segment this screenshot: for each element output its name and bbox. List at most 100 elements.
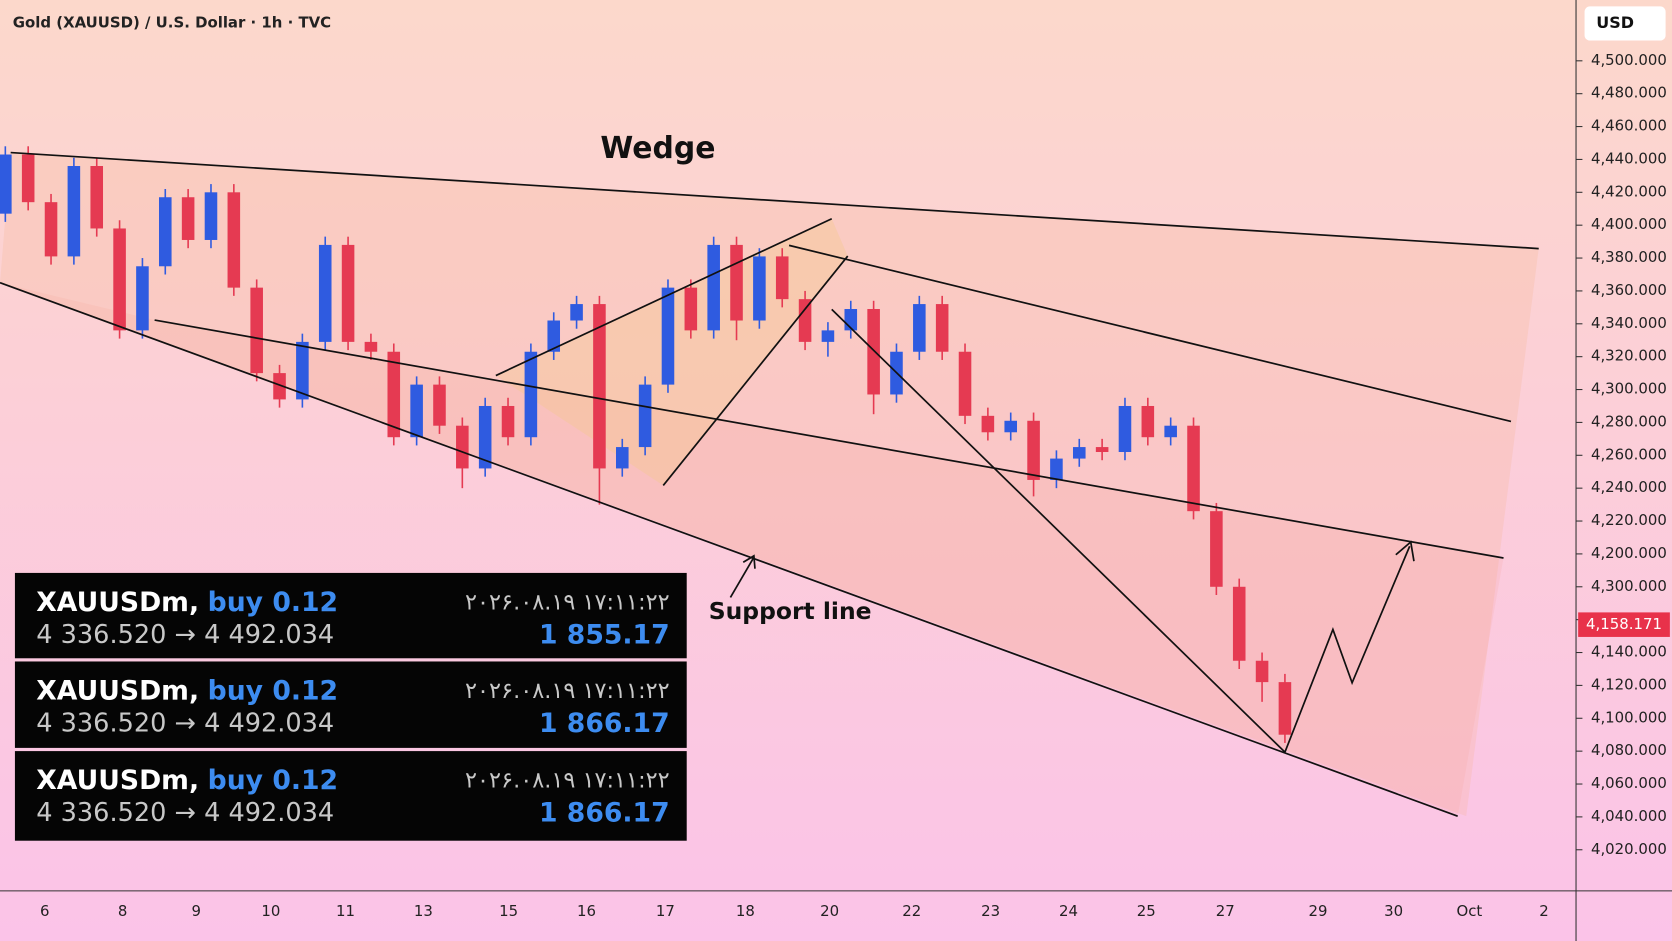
x-tick-label: 11 [336,902,355,920]
candle-body [981,415,995,433]
candle-body [1050,458,1063,480]
candle-body [1118,405,1132,453]
x-tick-label: 13 [414,902,433,920]
candle-body [1255,660,1269,683]
candle-body [1027,420,1040,480]
support-arrow [729,558,754,598]
trade-box [14,751,687,841]
x-tick-label: 9 [191,902,200,920]
y-tick-label: 4,040.000 [1591,807,1667,825]
trade-box [14,572,687,659]
trade-side: buy 0.12 [208,675,338,706]
price-axis: 4,500.000 4,480.000 4,460.000 4,440.000 4,42… [40,51,1667,920]
currency-box [1584,6,1666,41]
y-tick-label: 4,380.000 [1591,248,1667,266]
candle-body [1004,420,1018,433]
candle-body [958,351,972,416]
candle-body [273,373,286,400]
trade-side: buy 0.12 [208,764,338,795]
candle-body [707,244,720,331]
candle-body [1141,405,1155,438]
symbol-header: Gold (XAUUSD) / U.S. Dollar · 1h · TVC [13,13,331,31]
x-tick-label: 24 [1059,902,1078,920]
candle-body [296,341,309,400]
x-tick-label: Oct [1456,902,1482,920]
currency: USD [1596,13,1634,32]
y-tick-label: 4,340.000 [1591,314,1667,332]
candle-body [136,266,149,331]
x-tick-label: 15 [499,902,518,920]
x-tick-label: 25 [1137,902,1156,920]
candle-body [661,287,675,385]
support-line [0,281,1458,817]
y-tick-label: 4,420.000 [1591,182,1667,200]
candle-body [158,197,172,267]
y-tick-label: 4,500.000 [1591,51,1667,69]
y-tick-label: 4,440.000 [1591,149,1667,167]
y-tick-label: 4,200.000 [1591,544,1667,562]
candle-body [1095,447,1109,453]
x-tick-label: 27 [1216,902,1235,920]
x-tick-label: 18 [736,902,755,920]
trade-title: XAUUSDm, buy 0.12 [36,675,338,706]
candle-body [1072,447,1086,459]
candle-body [387,351,401,438]
wedge-top-line [10,151,1539,250]
candle-body [913,304,926,352]
trade-symbol: XAUUSDm, [36,764,199,795]
candle-body [433,384,446,426]
channel-top [495,217,833,377]
candle-body [341,244,355,342]
trade-time: ۲۰۲۶.۰۸.۱۹ ۱۷:۱۱:۲۲ [465,589,670,615]
candle-body [1187,425,1200,512]
wedge-area [0,152,1539,817]
y-tick-label: 4,060.000 [1591,774,1667,792]
last-price-tag [1578,612,1670,637]
y-tick-label: 4,300.000 [1591,577,1667,595]
candle-body [753,256,766,321]
candle-body [21,154,35,203]
trade-title: XAUUSDm, buy 0.12 [36,764,338,795]
candle-body [0,154,12,214]
y-tick-label: 4,260.000 [1591,445,1667,463]
x-tick-label: 8 [118,902,127,920]
y-tick-label: 4,320.000 [1591,347,1667,365]
candle-body [501,405,515,438]
candle-body [684,287,698,331]
annotation: Support line [709,597,872,625]
x-tick-label: 2 [1539,902,1548,920]
x-tick-label: 20 [820,902,839,920]
y-tick-label: 4,240.000 [1591,478,1667,496]
candle-body [456,425,469,469]
candle-body [181,197,195,240]
trade-box [14,661,687,748]
y-tick-label: 4,280.000 [1591,412,1667,430]
channel-bottom [662,255,849,486]
candles [0,146,1292,743]
last-price: 4,158.171 [1586,615,1662,633]
candle-body [821,330,835,342]
candle-body [593,304,606,469]
trade-title: XAUUSDm, buy 0.12 [36,586,338,617]
trade-time: ۲۰۲۶.۰۸.۱۹ ۱۷:۱۱:۲۲ [465,678,670,704]
candle-body [1278,682,1292,735]
candle-body [730,244,743,321]
candle-body [67,166,81,257]
trade-prices: 4 336.520 → 4 492.034 [36,708,334,738]
x-tick-label: 23 [981,902,1000,920]
trendlines [0,151,1539,817]
projection-arrow [1284,545,1411,753]
down-channel-top [788,244,1512,423]
candle-body [547,320,561,352]
down-diagonal [831,308,1286,753]
candle-body [935,304,949,352]
candle-body [638,384,652,448]
y-tick-label: 4,300.000 [1591,380,1667,398]
trade-profit: 1 866.17 [539,708,670,739]
candle-body [1210,511,1223,587]
candle-body [775,256,789,300]
candle-body [1164,425,1177,438]
candle-body [113,228,126,331]
y-tick-label: 4,400.000 [1591,215,1667,233]
wedge-lower-area [0,282,1504,817]
